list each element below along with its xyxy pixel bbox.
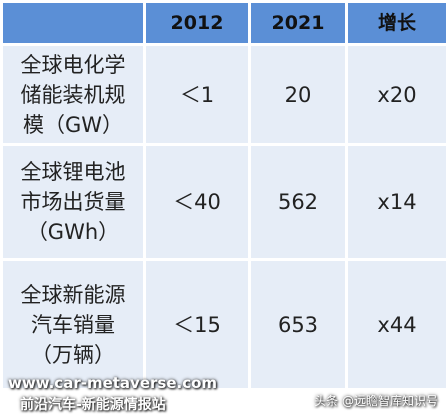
cell: x44 [345,258,446,391]
cell: ＜1 [143,43,251,146]
row: 全球电化学储能装机规模（GW） ＜1 20 x20 [0,43,446,146]
header-cell: 增长 [345,0,446,46]
watermark-source: 头条 @远瞻智库知识号 [314,394,438,408]
header-row: 2012 2021 增长 [0,0,446,46]
cell: 全球新能源汽车销量（万辆） [0,258,146,391]
header-cell [0,0,146,46]
cell: x20 [345,43,446,146]
cell: 20 [248,43,348,146]
cell: ＜15 [143,258,251,391]
cell: 全球电化学储能装机规模（GW） [0,43,146,146]
cell: 562 [248,143,348,261]
watermark-site: www.car-metaverse.com [8,374,218,392]
row: 全球锂电池市场出货量（GWh） ＜40 562 x14 [0,143,446,261]
row: 全球新能源汽车销量（万辆） ＜15 653 x44 [0,258,446,391]
header-cell: 2012 [143,0,251,46]
cell: x14 [345,143,446,261]
watermark-name: 前沿汽车-新能源情报站 [20,397,166,413]
data-table: 2012 2021 增长 全球电化学储能装机规模（GW） ＜1 20 x20 全… [0,0,446,391]
cell: 653 [248,258,348,391]
cell: 全球锂电池市场出货量（GWh） [0,143,146,261]
cell: ＜40 [143,143,251,261]
header-cell: 2021 [248,0,348,46]
